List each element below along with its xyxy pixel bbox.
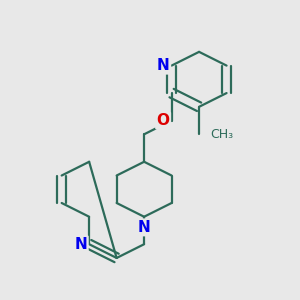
Text: N: N <box>74 237 87 252</box>
Text: N: N <box>138 220 151 235</box>
Text: N: N <box>157 58 169 73</box>
Text: CH₃: CH₃ <box>210 128 233 141</box>
Text: O: O <box>157 113 169 128</box>
